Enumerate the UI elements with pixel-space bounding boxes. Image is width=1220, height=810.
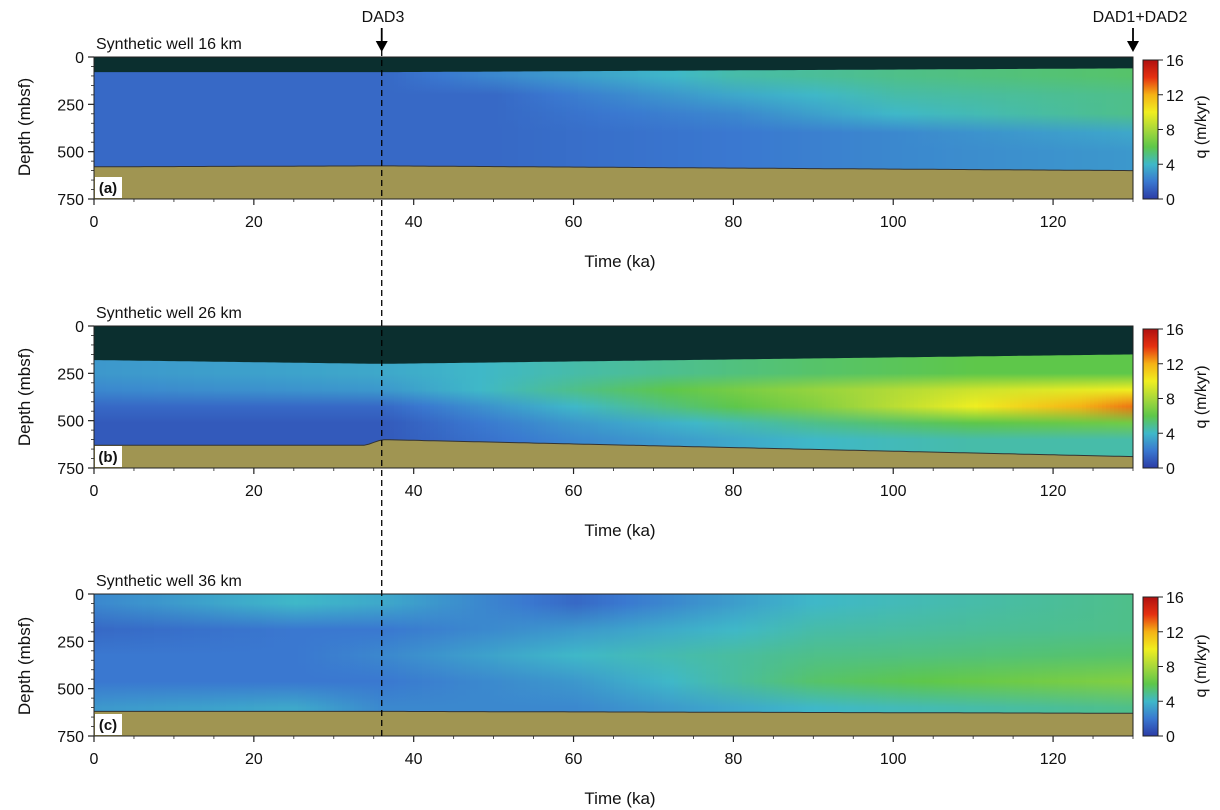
x-tick-label: 40 <box>405 214 423 231</box>
colorbar-tick-label: 0 <box>1166 729 1175 746</box>
colorbar-tick-label: 8 <box>1166 123 1175 140</box>
x-tick-label: 120 <box>1040 751 1067 768</box>
flux-field <box>94 594 1133 736</box>
basement <box>94 165 1133 199</box>
colorbar-tick-label: 16 <box>1166 590 1184 607</box>
x-tick-label: 60 <box>565 214 583 231</box>
y-tick-label: 0 <box>75 50 84 67</box>
x-tick-label: 20 <box>245 751 263 768</box>
x-tick-label: 20 <box>245 214 263 231</box>
water-column <box>94 326 1133 364</box>
marker-arrow-head <box>1127 41 1139 52</box>
svg-text:(c): (c) <box>99 717 117 734</box>
x-tick-label: 120 <box>1040 483 1067 500</box>
y-tick-label: 0 <box>75 319 84 336</box>
dad3-marker-label: DAD3 <box>362 9 405 26</box>
x-tick-label: 40 <box>405 751 423 768</box>
panel-c-ylabel: Depth (mbsf) <box>15 617 34 715</box>
y-tick-label: 750 <box>57 192 84 209</box>
x-tick-label: 60 <box>565 483 583 500</box>
panel-c-colorbar-label: q (m/kyr) <box>1193 634 1210 697</box>
flux-field <box>94 326 1133 468</box>
colorbar-tick-label: 8 <box>1166 392 1175 409</box>
colorbar-tick-label: 16 <box>1166 322 1184 339</box>
panel-b-plot: 0 20 40 60 80 100 120 0 250 500 750 (b) 0 4 8 12 16 <box>57 319 1184 500</box>
x-tick-label: 120 <box>1040 214 1067 231</box>
colorbar: 0 4 8 12 16 <box>1142 590 1184 746</box>
panel-a: Synthetic well 16 km Depth (mbsf) Time (… <box>15 36 1210 271</box>
marker-arrows <box>375 28 1139 52</box>
basement <box>94 710 1133 736</box>
panel-label: (b) <box>95 446 122 467</box>
dad1-dad2-marker-label: DAD1+DAD2 <box>1093 9 1188 26</box>
colorbar-tick-label: 0 <box>1166 461 1175 478</box>
colorbar-tick-label: 4 <box>1166 157 1175 174</box>
x-tick-label: 100 <box>880 483 907 500</box>
y-tick-label: 0 <box>75 587 84 604</box>
colorbar: 0 4 8 12 16 <box>1142 53 1184 209</box>
colorbar-tick-label: 4 <box>1166 426 1175 443</box>
colorbar-tick-label: 16 <box>1166 53 1184 70</box>
basement <box>94 439 1133 468</box>
panel-b-xlabel: Time (ka) <box>584 521 655 540</box>
y-tick-label: 500 <box>57 145 84 162</box>
marker-arrow-head <box>375 41 388 52</box>
panel-c: Synthetic well 36 km Depth (mbsf) Time (… <box>15 573 1210 808</box>
x-tick-label: 0 <box>90 214 99 231</box>
x-tick-label: 100 <box>880 751 907 768</box>
x-tick-label: 0 <box>90 483 99 500</box>
y-tick-label: 500 <box>57 414 84 431</box>
y-tick-label: 250 <box>57 97 84 114</box>
panel-b: Synthetic well 26 km Depth (mbsf) Time (… <box>15 305 1210 540</box>
water-column <box>94 57 1133 73</box>
x-tick-label: 80 <box>724 483 742 500</box>
y-tick-label: 250 <box>57 634 84 651</box>
panel-b-colorbar-label: q (m/kyr) <box>1193 365 1210 428</box>
x-tick-label: 80 <box>724 214 742 231</box>
svg-text:(b): (b) <box>98 449 117 466</box>
flux-field <box>94 57 1133 199</box>
panel-b-title: Synthetic well 26 km <box>96 305 242 322</box>
colorbar-tick-label: 12 <box>1166 357 1184 374</box>
x-tick-label: 0 <box>90 751 99 768</box>
x-tick-label: 60 <box>565 751 583 768</box>
panel-a-xlabel: Time (ka) <box>584 252 655 271</box>
panel-a-ylabel: Depth (mbsf) <box>15 78 34 176</box>
y-tick-label: 250 <box>57 366 84 383</box>
svg-text:(a): (a) <box>99 180 117 197</box>
panel-label: (c) <box>95 714 122 735</box>
y-tick-label: 750 <box>57 729 84 746</box>
x-tick-label: 40 <box>405 483 423 500</box>
panel-c-xlabel: Time (ka) <box>584 789 655 808</box>
x-tick-label: 100 <box>880 214 907 231</box>
x-tick-label: 80 <box>724 751 742 768</box>
panel-a-title: Synthetic well 16 km <box>96 36 242 53</box>
panel-a-colorbar-label: q (m/kyr) <box>1193 95 1210 158</box>
y-tick-label: 500 <box>57 682 84 699</box>
panel-label: (a) <box>95 177 122 198</box>
colorbar-tick-label: 8 <box>1166 660 1175 677</box>
colorbar: 0 4 8 12 16 <box>1142 322 1184 478</box>
y-tick-label: 750 <box>57 461 84 478</box>
colorbar-tick-label: 12 <box>1166 625 1184 642</box>
panel-b-ylabel: Depth (mbsf) <box>15 348 34 446</box>
colorbar-tick-label: 0 <box>1166 192 1175 209</box>
colorbar-tick-label: 4 <box>1166 694 1175 711</box>
colorbar-tick-label: 12 <box>1166 88 1184 105</box>
panel-c-title: Synthetic well 36 km <box>96 573 242 590</box>
x-tick-label: 20 <box>245 483 263 500</box>
